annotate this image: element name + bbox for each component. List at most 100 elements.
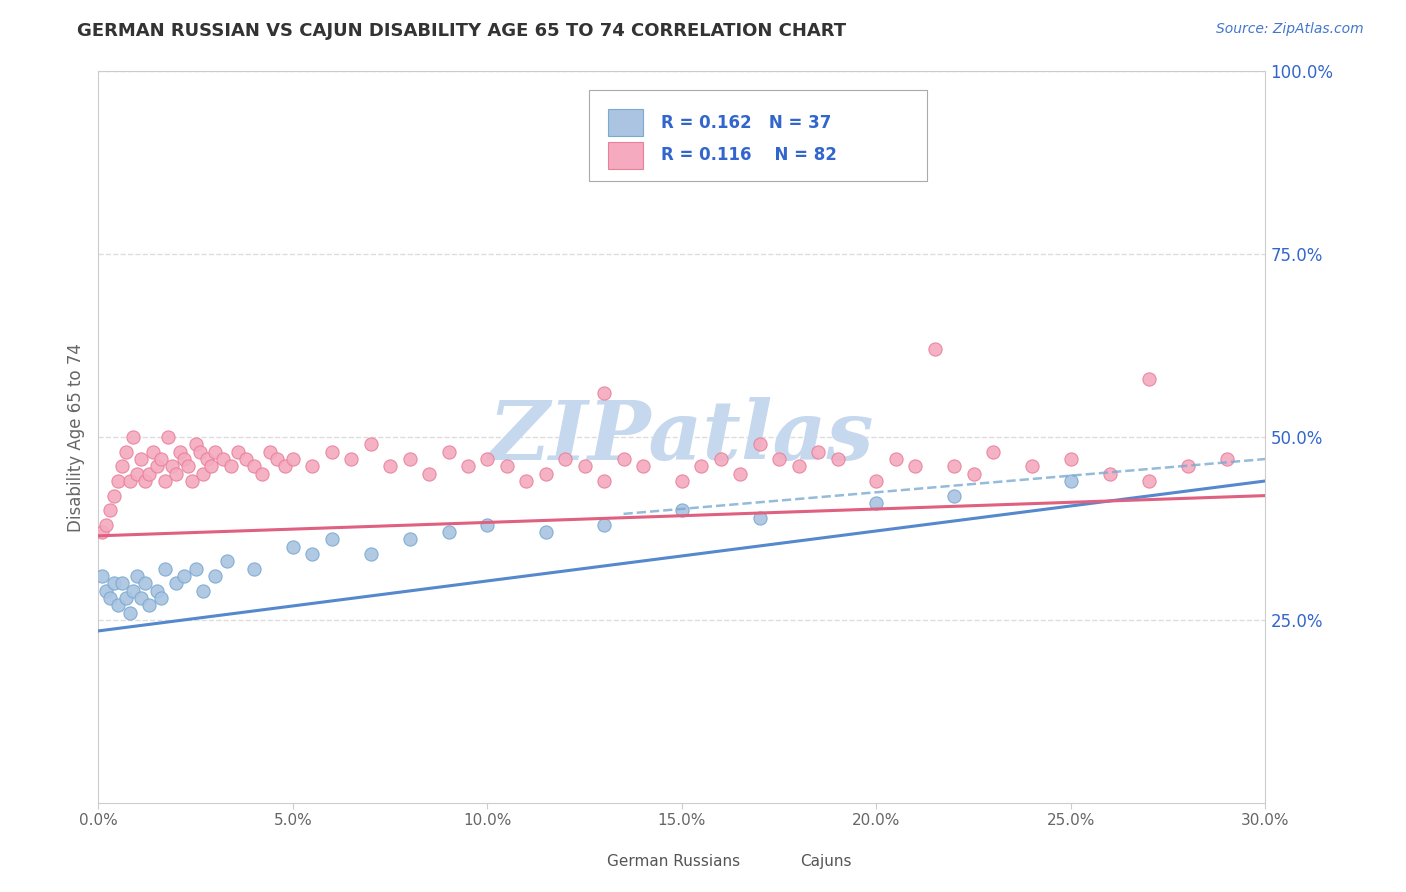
- Point: [173, 569, 195, 583]
- Point: [165, 467, 187, 481]
- Point: [127, 467, 149, 481]
- Point: [398, 533, 420, 547]
- Point: [157, 430, 180, 444]
- Point: [437, 444, 460, 458]
- Point: [195, 452, 218, 467]
- Point: [496, 459, 519, 474]
- Point: [398, 452, 420, 467]
- Point: [1060, 474, 1083, 488]
- Point: [98, 591, 121, 605]
- Point: [593, 386, 616, 401]
- FancyBboxPatch shape: [589, 90, 927, 181]
- Point: [212, 452, 235, 467]
- Point: [360, 547, 382, 561]
- Point: [477, 517, 499, 532]
- Point: [228, 444, 250, 458]
- Point: [146, 583, 169, 598]
- Point: [554, 452, 576, 467]
- Point: [671, 474, 693, 488]
- Point: [204, 569, 226, 583]
- Point: [165, 576, 187, 591]
- Point: [515, 474, 537, 488]
- Point: [748, 437, 770, 451]
- Point: [129, 452, 152, 467]
- Point: [114, 591, 136, 605]
- Point: [457, 459, 479, 474]
- Point: [204, 444, 226, 458]
- Point: [631, 459, 654, 474]
- Text: German Russians: German Russians: [607, 854, 741, 869]
- Point: [574, 459, 596, 474]
- Point: [149, 591, 172, 605]
- Text: R = 0.116    N = 82: R = 0.116 N = 82: [661, 146, 837, 164]
- Point: [200, 459, 222, 474]
- Point: [107, 599, 129, 613]
- Point: [360, 437, 382, 451]
- Point: [274, 459, 297, 474]
- Point: [613, 452, 636, 467]
- FancyBboxPatch shape: [609, 142, 644, 169]
- Text: ZIPatlas: ZIPatlas: [489, 397, 875, 477]
- Point: [103, 489, 125, 503]
- Point: [142, 444, 165, 458]
- Point: [219, 459, 242, 474]
- Point: [98, 503, 121, 517]
- Point: [477, 452, 499, 467]
- Text: Source: ZipAtlas.com: Source: ZipAtlas.com: [1216, 22, 1364, 37]
- Point: [748, 510, 770, 524]
- Point: [962, 467, 984, 481]
- Point: [162, 459, 184, 474]
- Point: [593, 517, 616, 532]
- Point: [118, 474, 141, 488]
- Point: [266, 452, 288, 467]
- Point: [884, 452, 907, 467]
- Point: [827, 452, 849, 467]
- Point: [437, 525, 460, 540]
- FancyBboxPatch shape: [609, 109, 644, 136]
- Point: [169, 444, 191, 458]
- Point: [301, 547, 323, 561]
- Point: [243, 562, 266, 576]
- Point: [118, 606, 141, 620]
- FancyBboxPatch shape: [769, 850, 796, 872]
- Point: [321, 444, 343, 458]
- Point: [250, 467, 273, 481]
- Text: R = 0.162   N = 37: R = 0.162 N = 37: [661, 113, 831, 131]
- Point: [380, 459, 402, 474]
- Text: GERMAN RUSSIAN VS CAJUN DISABILITY AGE 65 TO 74 CORRELATION CHART: GERMAN RUSSIAN VS CAJUN DISABILITY AGE 6…: [77, 22, 846, 40]
- Point: [91, 569, 114, 583]
- Point: [418, 467, 440, 481]
- Point: [321, 533, 343, 547]
- Point: [122, 430, 145, 444]
- Point: [1215, 452, 1237, 467]
- Point: [177, 459, 200, 474]
- Point: [184, 562, 207, 576]
- Point: [924, 343, 946, 357]
- Point: [1137, 371, 1160, 385]
- Point: [91, 525, 114, 540]
- Point: [138, 467, 160, 481]
- Point: [281, 540, 304, 554]
- Point: [122, 583, 145, 598]
- Point: [865, 496, 887, 510]
- Point: [153, 474, 176, 488]
- Point: [787, 459, 810, 474]
- FancyBboxPatch shape: [576, 850, 603, 872]
- Point: [188, 444, 211, 458]
- Point: [96, 517, 118, 532]
- Point: [340, 452, 363, 467]
- Point: [134, 576, 156, 591]
- Point: [981, 444, 1004, 458]
- Point: [593, 474, 616, 488]
- Point: [1137, 474, 1160, 488]
- Point: [301, 459, 323, 474]
- Point: [1021, 459, 1043, 474]
- Point: [768, 452, 790, 467]
- Point: [127, 569, 149, 583]
- Point: [180, 474, 202, 488]
- Point: [534, 525, 557, 540]
- Point: [943, 489, 966, 503]
- Point: [259, 444, 281, 458]
- Y-axis label: Disability Age 65 to 74: Disability Age 65 to 74: [66, 343, 84, 532]
- Point: [103, 576, 125, 591]
